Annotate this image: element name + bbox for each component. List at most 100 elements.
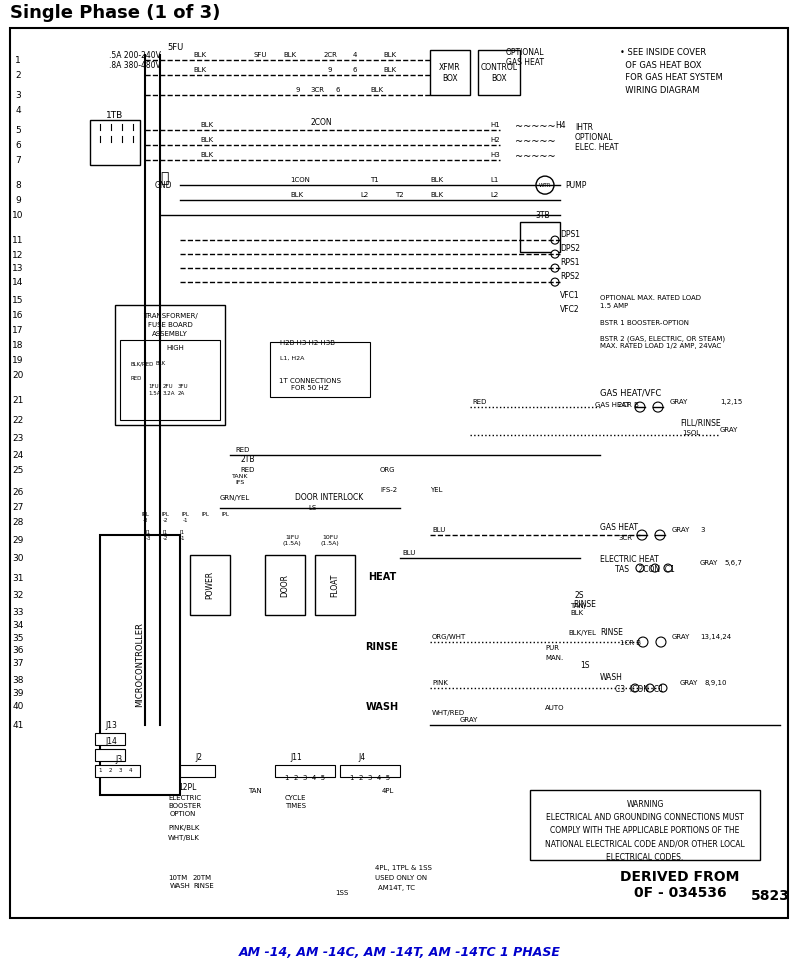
Text: BLK: BLK [430,192,443,198]
Text: GAS HEAT/VFC: GAS HEAT/VFC [600,388,662,397]
Bar [265,555,305,615]
Text: WASH: WASH [170,883,191,889]
Text: J13: J13 [105,721,117,731]
Text: GRAY: GRAY [672,527,690,533]
Circle shape [551,278,559,286]
Text: BSTR 1 BOOSTER-OPTION: BSTR 1 BOOSTER-OPTION [600,320,689,326]
Text: 3: 3 [118,768,122,773]
Circle shape [631,684,639,692]
Text: H3: H3 [490,152,500,158]
Text: WASH: WASH [600,673,623,682]
Text: 24: 24 [13,451,24,459]
Text: 9: 9 [328,68,332,73]
Text: 37: 37 [12,658,24,668]
Text: J2: J2 [195,753,202,762]
Text: XFMR
BOX: XFMR BOX [439,64,461,83]
Bar [115,305,225,425]
Text: H1: H1 [490,123,500,128]
Text: H4: H4 [555,122,566,130]
Text: T2: T2 [395,192,404,198]
Text: 32: 32 [12,591,24,599]
Text: 2CR: 2CR [323,52,337,58]
Text: AUTO: AUTO [545,705,565,711]
Text: 23: 23 [12,433,24,443]
Text: 33: 33 [12,608,24,617]
Text: GRAY: GRAY [700,560,718,566]
Text: 19: 19 [12,355,24,365]
Text: GAS HEAT: GAS HEAT [595,402,630,408]
Text: RINSE: RINSE [366,642,398,652]
Text: RINSE: RINSE [600,628,623,637]
Text: IPL: IPL [221,512,229,523]
Text: RPS2: RPS2 [560,272,579,281]
Text: 13: 13 [12,263,24,272]
Text: DPS2: DPS2 [560,244,580,253]
Text: MAX. RATED LOAD 1/2 AMP, 24VAC: MAX. RATED LOAD 1/2 AMP, 24VAC [600,344,722,349]
Text: 2CR B: 2CR B [618,402,639,408]
Text: RPS1: RPS1 [560,258,579,267]
Circle shape [551,264,559,272]
Text: OPTIONAL MAX. RATED LOAD: OPTIONAL MAX. RATED LOAD [600,295,701,301]
Text: BLU: BLU [432,527,446,533]
Text: H2B H3 H2 H3B: H2B H3 H2 H3B [280,340,335,346]
Text: FUSE BOARD: FUSE BOARD [148,322,193,328]
Text: J3: J3 [115,755,122,764]
Text: WTR: WTR [538,182,551,187]
Text: 20: 20 [12,371,24,379]
Bar [315,555,355,615]
Bar [270,342,370,397]
Text: ~~~~~: ~~~~~ [515,137,556,147]
Circle shape [636,565,644,572]
Text: RED: RED [240,467,254,473]
Text: BLK: BLK [200,123,213,128]
Text: 3CR: 3CR [310,87,324,94]
Text: L1, H2A: L1, H2A [280,356,304,361]
Text: Single Phase (1 of 3): Single Phase (1 of 3) [10,4,221,22]
Text: 1,2,15: 1,2,15 [720,400,742,405]
Text: USED ONLY ON: USED ONLY ON [375,875,427,881]
Text: 4PL, 1TPL & 1SS: 4PL, 1TPL & 1SS [375,865,432,871]
Text: C3  ICON  C1: C3 ICON C1 [615,685,664,694]
Text: OPTION: OPTION [170,811,197,817]
Text: 1IFU
(1.5A): 1IFU (1.5A) [282,536,302,546]
Text: WHT/BLK: WHT/BLK [168,835,200,841]
Circle shape [655,530,665,540]
Text: 10: 10 [12,210,24,220]
Text: 30: 30 [12,554,24,563]
Text: GRAY: GRAY [672,634,690,640]
Text: OPTIONAL
GAS HEAT: OPTIONAL GAS HEAT [506,47,544,68]
Text: GAS HEAT: GAS HEAT [600,523,638,532]
Text: BOOSTER: BOOSTER [168,803,201,809]
Text: 29: 29 [12,536,24,544]
Text: 34: 34 [12,620,24,629]
Text: FILL/RINSE: FILL/RINSE [680,418,721,427]
Text: 2: 2 [108,768,112,773]
Text: 1.5 AMP: 1.5 AMP [600,303,628,309]
Text: 35: 35 [12,634,24,643]
Circle shape [651,565,659,572]
Text: VFC1: VFC1 [560,291,580,300]
Text: 3CR: 3CR [618,535,632,541]
Text: ELEC. HEAT: ELEC. HEAT [575,143,618,152]
Text: H2: H2 [490,137,500,143]
Text: ORG/WHT: ORG/WHT [432,634,466,640]
Text: 12: 12 [12,251,24,260]
Circle shape [656,637,666,648]
Text: 1CON: 1CON [290,178,310,183]
Bar [478,50,520,96]
Text: L2: L2 [360,192,368,198]
Text: 6: 6 [353,68,358,73]
Text: IPL
-2: IPL -2 [161,512,169,523]
Text: TIMES: TIMES [285,803,306,809]
Text: J1
-1: J1 -1 [179,530,185,541]
Bar [95,749,125,761]
Text: 1  2  3  4  5: 1 2 3 4 5 [350,775,390,781]
Text: 5: 5 [15,125,21,135]
Circle shape [635,402,645,412]
Text: BLU: BLU [402,550,415,556]
Circle shape [551,250,559,258]
Text: 31: 31 [12,573,24,583]
Text: GRAY: GRAY [720,427,738,433]
Text: POWER: POWER [206,571,214,599]
Text: RED: RED [130,376,142,381]
